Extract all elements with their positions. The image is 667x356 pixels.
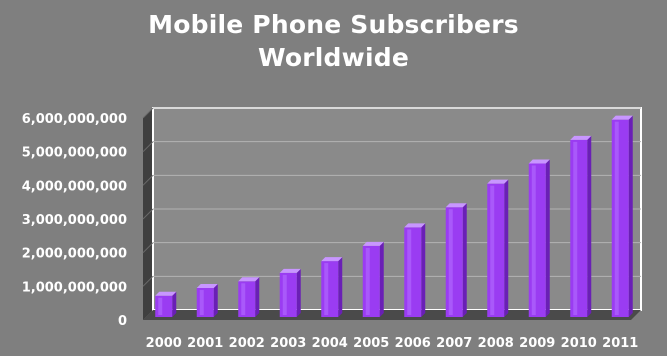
bar-highlight <box>324 263 329 315</box>
bar <box>404 223 426 317</box>
bar-front <box>238 281 256 317</box>
bar-front <box>528 163 546 317</box>
bar <box>611 115 633 317</box>
bar-highlight <box>365 247 370 315</box>
bar-front <box>404 227 422 317</box>
bar-top <box>404 223 426 228</box>
bar <box>362 241 384 317</box>
bar-front <box>487 183 505 317</box>
bar-top <box>196 284 218 289</box>
gridline-wall <box>142 208 154 220</box>
bar-top <box>238 277 260 282</box>
bar-side <box>213 284 218 317</box>
bar-top <box>528 159 550 164</box>
x-tick-label: 2009 <box>519 336 555 351</box>
bar-side <box>296 268 301 317</box>
x-tick-label: 2006 <box>395 336 431 351</box>
bar <box>279 268 301 317</box>
y-tick-label: 1,000,000,000 <box>22 280 127 295</box>
y-tick-label: 3,000,000,000 <box>22 213 127 228</box>
gridline-wall <box>142 107 154 119</box>
gridline-wall <box>142 275 154 287</box>
x-axis-tick-labels: 2000 2001 2002 2003 2004 2005 2006 2007 2008 2009… <box>146 336 639 351</box>
bar-top <box>155 291 177 296</box>
bar-side <box>587 135 592 317</box>
x-tick-label: 2010 <box>561 336 597 351</box>
bar-side <box>421 223 426 317</box>
bar <box>155 291 177 317</box>
bar-side <box>462 203 467 317</box>
bar-front <box>611 119 629 317</box>
bar-highlight <box>282 274 287 315</box>
bar-highlight <box>241 283 246 315</box>
bar <box>238 277 260 317</box>
bar-side <box>172 291 177 317</box>
chart-title-line-1: Mobile Phone Subscribers <box>148 10 519 39</box>
x-tick-label: 2002 <box>229 336 265 351</box>
bar <box>487 179 509 317</box>
y-axis-tick-labels: 0 1,000,000,000 2,000,000,000 3,000,000,000… <box>22 112 127 329</box>
plot-floor <box>143 310 641 320</box>
y-tick-label: 4,000,000,000 <box>22 179 127 194</box>
y-tick-label: 5,000,000,000 <box>22 146 127 161</box>
x-tick-label: 2003 <box>270 336 306 351</box>
bar-top <box>321 257 343 262</box>
bar-highlight <box>490 185 495 315</box>
x-tick-label: 2011 <box>602 336 638 351</box>
bar-highlight <box>158 297 163 315</box>
bar-front <box>196 288 214 317</box>
bar-top <box>445 203 467 208</box>
bar-front <box>570 139 588 317</box>
bar-front <box>279 272 297 317</box>
x-tick-label: 2005 <box>353 336 389 351</box>
gridlines <box>142 107 641 287</box>
bar-top <box>570 135 592 140</box>
bar-highlight <box>614 121 619 315</box>
bar <box>528 159 550 317</box>
bar-front <box>445 207 463 317</box>
bars <box>155 115 633 317</box>
bar-top <box>362 241 384 246</box>
bar <box>445 203 467 317</box>
y-tick-label: 2,000,000,000 <box>22 247 127 262</box>
bar <box>570 135 592 317</box>
x-tick-label: 2000 <box>146 336 182 351</box>
gridline-wall <box>142 174 154 186</box>
x-tick-label: 2001 <box>187 336 223 351</box>
bar-side <box>379 241 384 317</box>
bar-side <box>255 277 260 317</box>
bar-top <box>611 115 633 120</box>
bar-side <box>504 179 509 317</box>
y-tick-label: 6,000,000,000 <box>22 112 127 127</box>
bar-side <box>545 159 550 317</box>
bar-top <box>279 268 301 273</box>
bar-highlight <box>531 165 536 315</box>
y-tick-label: 0 <box>118 314 127 329</box>
bar-top <box>487 179 509 184</box>
bar-side <box>338 257 343 317</box>
bar-front <box>321 261 339 317</box>
bar-front <box>155 295 173 317</box>
x-tick-label: 2008 <box>478 336 514 351</box>
bar-side <box>628 115 633 317</box>
x-tick-label: 2007 <box>436 336 472 351</box>
bar <box>196 284 218 317</box>
bar-highlight <box>448 209 453 315</box>
bar-highlight <box>573 141 578 315</box>
x-tick-label: 2004 <box>312 336 348 351</box>
bar <box>321 257 343 317</box>
gridline-wall <box>142 141 154 153</box>
bar-highlight <box>199 290 204 315</box>
gridline-wall <box>142 242 154 254</box>
chart-title-line-2: Worldwide <box>258 43 409 72</box>
bar-front <box>362 245 380 317</box>
bar-highlight <box>407 229 412 315</box>
